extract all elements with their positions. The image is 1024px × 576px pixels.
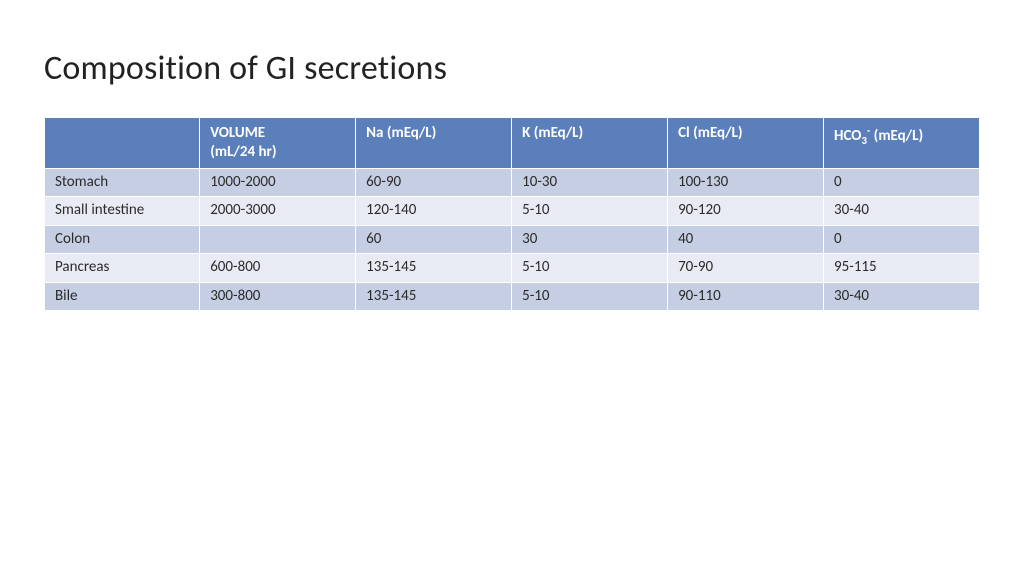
cell-hco3: 30-40 [824,197,980,226]
cell-hco3: 0 [824,225,980,254]
table-row: Colon 6030400 [45,225,980,254]
cell-label: Pancreas [45,254,200,283]
table-row: Pancreas600-800135-1455-1070-9095-115 [45,254,980,283]
cell-k: 5-10 [512,282,668,311]
cell-hco3: 0 [824,168,980,197]
cell-k: 5-10 [512,197,668,226]
cell-k: 30 [512,225,668,254]
cell-label: Colon [45,225,200,254]
cell-volume: 600-800 [200,254,356,283]
cell-label: Stomach [45,168,200,197]
cell-volume [200,225,356,254]
col-header-hco3: HCO3- (mEq/L) [824,118,980,169]
col-header-volume: VOLUME(mL/24 hr) [200,118,356,169]
table-header-row: VOLUME(mL/24 hr)Na (mEq/L)K (mEq/L)Cl (m… [45,118,980,169]
cell-na: 60-90 [356,168,512,197]
cell-na: 120-140 [356,197,512,226]
cell-label: Bile [45,282,200,311]
cell-na: 135-145 [356,282,512,311]
cell-cl: 40 [668,225,824,254]
cell-hco3: 95-115 [824,254,980,283]
table-row: Stomach1000-200060-9010-30100-1300 [45,168,980,197]
page-title: Composition of GI secretions [44,48,980,89]
cell-k: 5-10 [512,254,668,283]
cell-hco3: 30-40 [824,282,980,311]
cell-cl: 90-110 [668,282,824,311]
cell-cl: 100-130 [668,168,824,197]
cell-volume: 300-800 [200,282,356,311]
cell-na: 135-145 [356,254,512,283]
cell-na: 60 [356,225,512,254]
table-row: Small intestine2000-3000120-1405-1090-12… [45,197,980,226]
cell-cl: 70-90 [668,254,824,283]
col-header-k: K (mEq/L) [512,118,668,169]
cell-label: Small intestine [45,197,200,226]
cell-cl: 90-120 [668,197,824,226]
col-header-label [45,118,200,169]
cell-volume: 1000-2000 [200,168,356,197]
col-header-na: Na (mEq/L) [356,118,512,169]
table-row: Bile300-800135-1455-1090-11030-40 [45,282,980,311]
cell-volume: 2000-3000 [200,197,356,226]
cell-k: 10-30 [512,168,668,197]
gi-secretions-table: VOLUME(mL/24 hr)Na (mEq/L)K (mEq/L)Cl (m… [44,117,980,311]
col-header-cl: Cl (mEq/L) [668,118,824,169]
